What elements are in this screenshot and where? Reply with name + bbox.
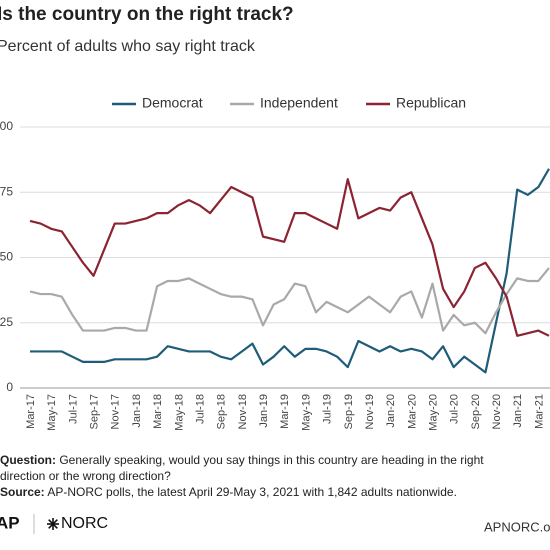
x-tick-label: Sep-17 (89, 394, 101, 429)
x-tick-label: Nov-17 (110, 394, 122, 429)
x-tick-label: Mar-21 (533, 394, 545, 429)
legend-label: Democrat (142, 95, 203, 111)
x-tick-label: Jan-21 (512, 394, 524, 428)
x-tick-label: Jul-18 (194, 394, 206, 424)
x-tick-label: Sep-19 (343, 394, 355, 429)
x-tick-label: Jan-20 (385, 394, 397, 428)
logos: AP NORC APNORC.org (0, 513, 550, 534)
logo-ap: AP (0, 513, 20, 532)
x-tick-label: May-17 (46, 394, 58, 431)
footer: Question: Generally speaking, would you … (0, 452, 520, 500)
y-tick-label: 100 (0, 119, 13, 133)
series-line (30, 168, 550, 374)
legend-label: Republican (396, 95, 466, 111)
question: Question: Generally speaking, would you … (0, 452, 520, 484)
y-tick-label: 25 (0, 315, 13, 329)
x-tick-label: May-20 (427, 394, 439, 431)
x-tick-label: Mar-17 (25, 394, 37, 429)
chart: Is the country on the right track? Perce… (0, 4, 550, 431)
x-tick-label: Mar-18 (152, 394, 164, 429)
norc-star (47, 518, 59, 530)
x-tick-label: Jul-20 (449, 394, 461, 424)
legend-label: Independent (260, 95, 338, 111)
question-text: Generally speaking, would you say things… (0, 453, 484, 483)
x-tick-label: Jul-19 (322, 394, 334, 424)
chart-subtitle: Percent of adults who say right track (0, 38, 256, 55)
source-label: Source: (0, 485, 45, 499)
x-tick-label: Nov-18 (237, 394, 249, 429)
x-tick-label: Nov-19 (364, 394, 376, 429)
x-tick-label: Mar-19 (279, 394, 291, 429)
source: Source: AP-NORC polls, the latest April … (0, 484, 520, 500)
y-tick-label: 50 (0, 250, 13, 264)
series-line (29, 178, 550, 337)
logo-norc: NORC (61, 515, 108, 532)
source-text: AP-NORC polls, the latest April 29-May 3… (47, 485, 457, 499)
x-tick-label: Sep-20 (470, 394, 482, 429)
x-tick-label: May-19 (300, 394, 312, 431)
x-tick-label: May-18 (173, 394, 185, 431)
y-tick-label: 75 (0, 184, 13, 198)
url: APNORC.org (484, 519, 550, 534)
chart-title: Is the country on the right track? (0, 4, 294, 25)
x-tick-label: Mar-20 (406, 394, 418, 429)
x-tick-label: Nov-20 (491, 394, 503, 429)
x-tick-label: Jan-19 (258, 394, 270, 428)
series-line (29, 267, 550, 335)
y-tick-label: 0 (6, 380, 13, 394)
question-label: Question: (0, 453, 56, 467)
x-tick-label: Sep-18 (216, 394, 228, 429)
x-tick-label: Jan-18 (131, 394, 143, 428)
x-tick-label: Jul-17 (67, 394, 79, 424)
